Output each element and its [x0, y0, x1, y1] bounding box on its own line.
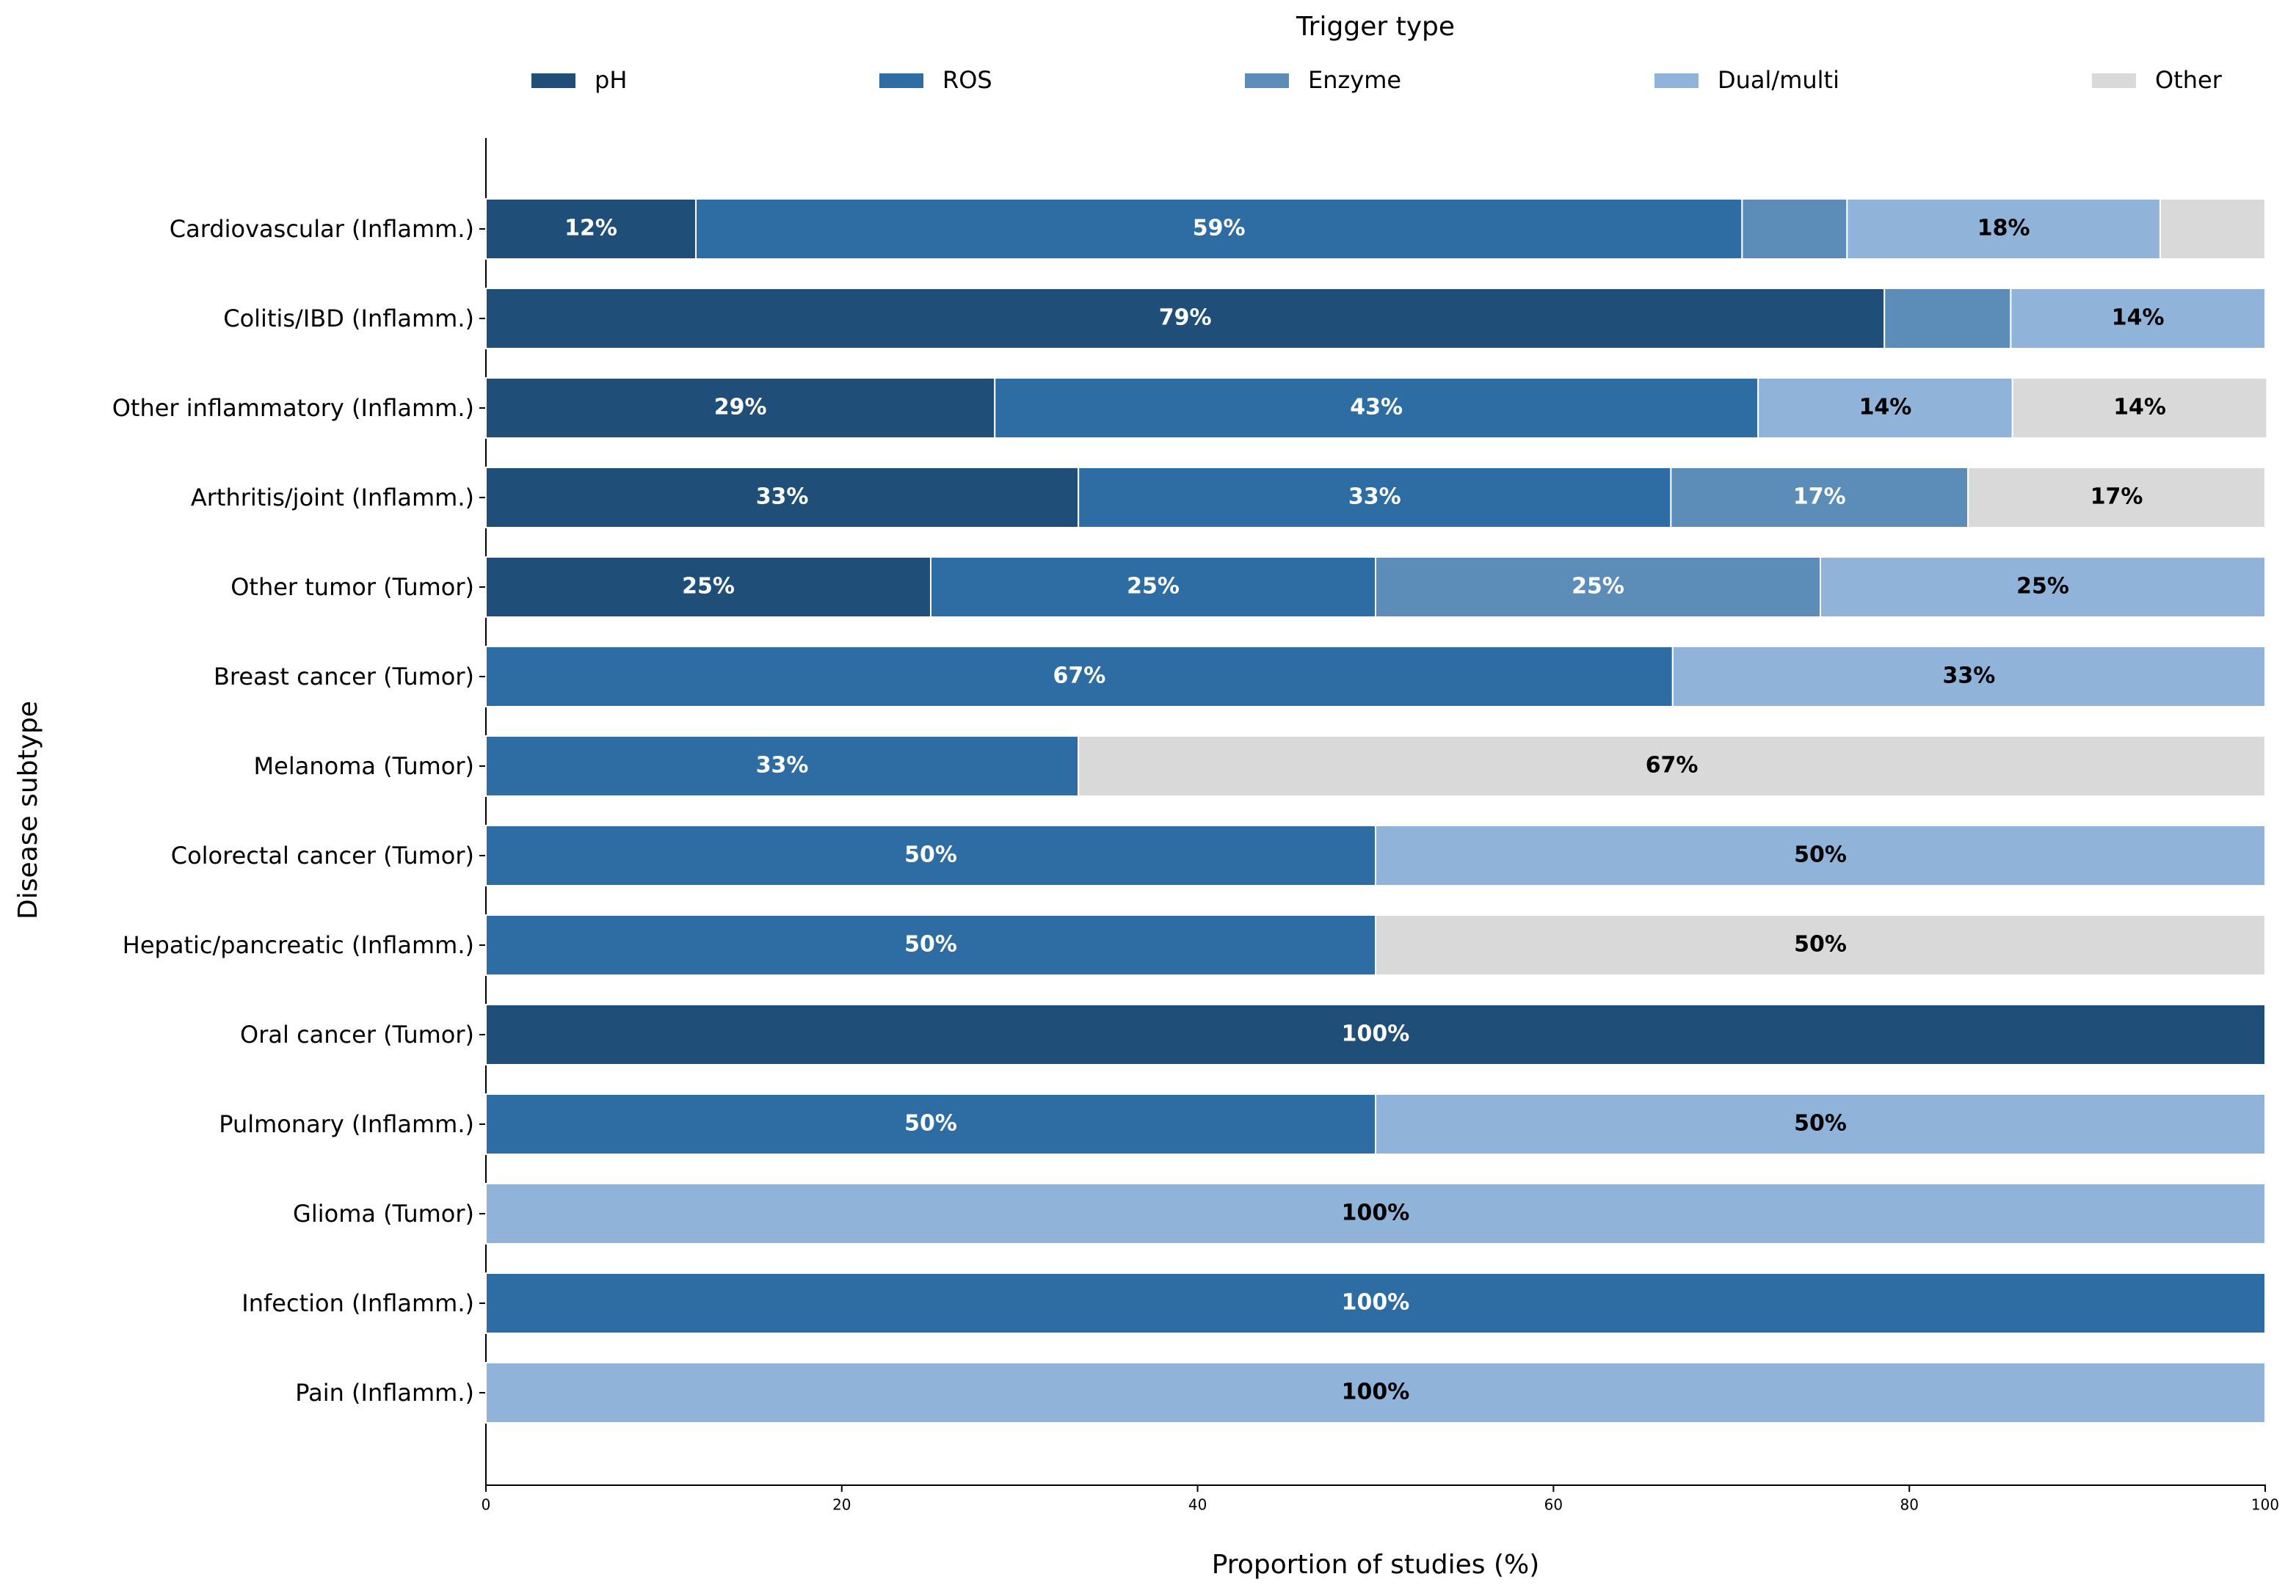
- y-tick-label: Glioma (Tumor): [293, 1200, 474, 1228]
- bar-segment: [485, 1004, 2266, 1065]
- bar-segment: [930, 556, 1376, 618]
- bar-segment: [485, 1272, 2266, 1334]
- bar-segment: [2159, 198, 2266, 260]
- bar-value-label: 50%: [1794, 1111, 1847, 1137]
- bar-value-label: 79%: [1159, 305, 1212, 331]
- y-tick-label: Pulmonary (Inflamm.): [219, 1110, 474, 1138]
- bar-segment: [1883, 288, 2012, 349]
- bar-value-label: 14%: [2112, 305, 2165, 331]
- y-tick-label: Arthritis/joint (Inflamm.): [191, 484, 474, 511]
- bar-segment: [485, 467, 1080, 528]
- bar-segment: [1846, 198, 2161, 260]
- legend-swatch: [1654, 73, 1699, 88]
- bar-value-label: 67%: [1646, 753, 1699, 779]
- bar-value-label: 14%: [1859, 395, 1912, 420]
- y-tick-label: Other inflammatory (Inflamm.): [112, 394, 474, 422]
- bar-value-label: 17%: [1793, 484, 1846, 510]
- bar-value-label: 25%: [2016, 574, 2069, 600]
- legend-swatch: [531, 73, 575, 88]
- bar-value-label: 43%: [1350, 395, 1403, 420]
- bar-segment: [2010, 288, 2266, 349]
- bar-segment: [485, 556, 931, 618]
- bar-value-label: 33%: [1348, 484, 1401, 510]
- bar-value-label: 33%: [1942, 663, 1995, 689]
- bar-segment: [1375, 825, 2266, 886]
- bar-value-label: 18%: [1977, 216, 2030, 241]
- bar-segment: [1375, 556, 1821, 618]
- bar-value-label: 100%: [1342, 1380, 1410, 1405]
- bar-value-label: 50%: [1794, 842, 1847, 868]
- bar-segment: [994, 377, 1759, 439]
- y-tick-label: Melanoma (Tumor): [254, 752, 474, 780]
- bar-segment: [485, 288, 1886, 349]
- bar-segment: [485, 646, 1674, 707]
- y-tick-label: Other tumor (Tumor): [230, 573, 474, 601]
- bar-segment: [485, 735, 1080, 797]
- x-tick-label: 80: [1900, 1496, 1918, 1514]
- bar-segment: [1375, 1093, 2266, 1155]
- legend-title: Trigger type: [1296, 12, 1455, 42]
- bar-value-label: 25%: [682, 574, 735, 600]
- bar-segment: [1078, 735, 2266, 797]
- legend-swatch: [879, 73, 923, 88]
- bar-value-label: 50%: [904, 932, 957, 958]
- bar-value-label: 29%: [714, 395, 767, 420]
- bar-segment: [485, 914, 1376, 976]
- y-tick-label: Infection (Inflamm.): [241, 1289, 474, 1317]
- bar-value-label: 100%: [1342, 1200, 1410, 1226]
- bar-value-label: 33%: [756, 484, 809, 510]
- legend-label: pH: [595, 66, 627, 94]
- bar-value-label: 50%: [904, 1111, 957, 1137]
- y-tick-label: Colorectal cancer (Tumor): [171, 842, 474, 870]
- bar-segment: [1741, 198, 1848, 260]
- bar-value-label: 33%: [756, 753, 809, 779]
- x-tick-label: 20: [832, 1496, 851, 1514]
- bar-segment: [485, 1362, 2266, 1424]
- x-tick-label: 60: [1544, 1496, 1563, 1514]
- legend-swatch: [2092, 73, 2136, 88]
- y-tick-label: Hepatic/pancreatic (Inflamm.): [123, 931, 474, 959]
- bar-value-label: 25%: [1127, 574, 1180, 600]
- bar-value-label: 17%: [2090, 484, 2143, 510]
- bar-segment: [1670, 467, 1969, 528]
- legend-swatch: [1245, 73, 1289, 88]
- y-tick-label: Pain (Inflamm.): [295, 1379, 474, 1407]
- bar-segment: [485, 1183, 2266, 1245]
- x-tick-label: 100: [2251, 1496, 2279, 1514]
- bar-segment: [485, 825, 1376, 886]
- bar-segment: [485, 377, 996, 439]
- bar-segment: [1078, 467, 1672, 528]
- y-tick-label: Oral cancer (Tumor): [240, 1021, 474, 1049]
- y-tick-label: Colitis/IBD (Inflamm.): [223, 305, 474, 332]
- bar-segment: [485, 1093, 1376, 1155]
- legend-label: Other: [2155, 66, 2223, 94]
- bar-value-label: 25%: [1572, 574, 1624, 600]
- y-tick-label: Cardiovascular (Inflamm.): [170, 215, 474, 243]
- y-tick-label: Breast cancer (Tumor): [214, 663, 474, 690]
- bar-segment: [1967, 467, 2266, 528]
- bar-value-label: 50%: [1794, 932, 1847, 958]
- bar-value-label: 100%: [1342, 1290, 1410, 1316]
- legend-label: Enzyme: [1308, 66, 1401, 94]
- x-tick-label: 40: [1188, 1496, 1207, 1514]
- bar-segment: [1375, 914, 2266, 976]
- bar-segment: [2011, 377, 2268, 439]
- bar-value-label: 50%: [904, 842, 957, 868]
- bar-value-label: 100%: [1342, 1021, 1410, 1047]
- y-axis-label: Disease subtype: [13, 701, 43, 919]
- bar-value-label: 59%: [1193, 216, 1246, 241]
- bar-segment: [695, 198, 1743, 260]
- bar-segment: [1820, 556, 2266, 618]
- x-tick-label: 0: [482, 1496, 491, 1514]
- bar-value-label: 14%: [2113, 395, 2166, 420]
- x-axis-label: Proportion of studies (%): [1212, 1550, 1540, 1580]
- bar-value-label: 12%: [564, 216, 617, 241]
- legend-label: ROS: [942, 66, 992, 94]
- legend-label: Dual/multi: [1718, 66, 1839, 94]
- bar-segment: [1671, 646, 2267, 707]
- bar-value-label: 67%: [1053, 663, 1105, 689]
